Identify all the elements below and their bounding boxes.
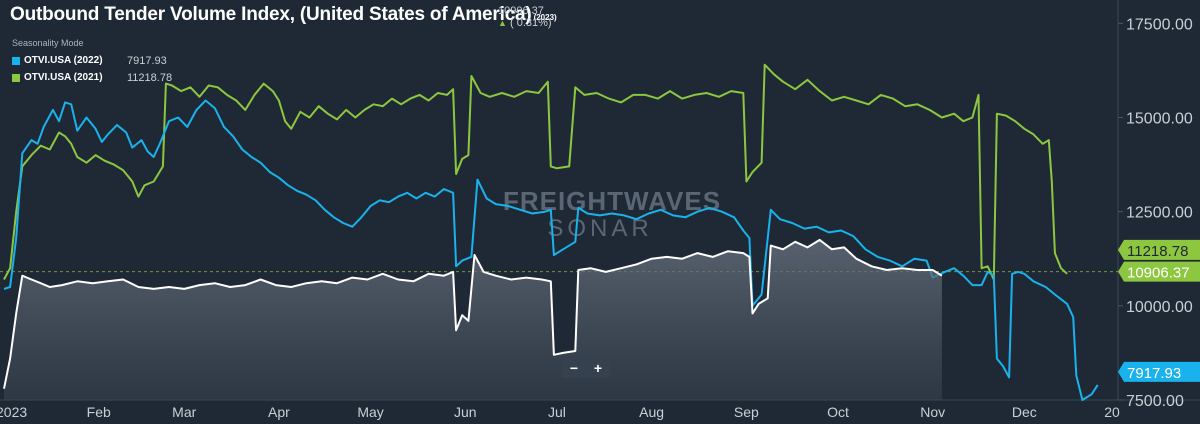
x-tick-label: Nov: [920, 404, 945, 420]
title-year-superscript: (2023): [533, 13, 557, 22]
series-2023-line: [3, 238, 943, 389]
y-tick-label: 15000.00: [1126, 110, 1193, 127]
change-indicator: ▲ ( 0.31%): [498, 17, 552, 29]
tag-2021-bg: [1118, 239, 1200, 260]
legend-series-value: 11218.78: [127, 71, 173, 84]
x-tick-label: Sep: [734, 404, 759, 420]
x-tick-label: Mar: [172, 404, 196, 420]
tag-2022-text: 7917.93: [1127, 365, 1181, 382]
legend-item-2022[interactable]: OTVI.USA (2022) 7917.93: [12, 52, 172, 69]
y-tick-label: 17500.00: [1126, 16, 1193, 33]
x-tick-label: Dec: [1012, 404, 1037, 420]
tag-2021: 11218.78: [1118, 239, 1200, 260]
watermark-product: SONAR: [547, 215, 652, 242]
x-tick-label: Oct: [827, 404, 849, 420]
series-2021-line: [3, 63, 1068, 281]
watermark-brand: FREIGHTWAVES: [503, 186, 721, 216]
series-2022-line: [3, 99, 1099, 401]
legend: OTVI.USA (2022) 7917.93 OTVI.USA (2021) …: [12, 52, 172, 86]
x-tick-label: 20: [1104, 404, 1120, 420]
legend-series-value: 7917.93: [127, 54, 167, 67]
zoom-control: − +: [562, 359, 610, 378]
current-value: 10906.37: [498, 5, 544, 17]
up-arrow-icon: ▲: [498, 18, 507, 28]
zoom-in-button[interactable]: +: [593, 360, 603, 376]
seasonality-mode-label: Seasonality Mode: [12, 38, 84, 48]
y-tick-label: 7500.00: [1126, 393, 1184, 410]
change-percent: ( 0.31%): [509, 17, 552, 29]
x-tick-label: Jun: [454, 404, 477, 420]
header-value-block: 10906.37 ▲ ( 0.31%): [498, 5, 552, 29]
series-2021-swatch: [12, 73, 20, 82]
x-tick-label: May: [357, 404, 383, 420]
y-tick-label: 10000.00: [1126, 299, 1193, 316]
zoom-out-button[interactable]: −: [569, 360, 579, 376]
tag-2023-text: 10906.37: [1127, 265, 1190, 282]
chart-header: Outbound Tender Volume Index, (United St…: [10, 4, 557, 26]
x-tick-label: Feb: [87, 404, 111, 420]
x-tick-label: Aug: [639, 404, 664, 420]
legend-series-name: OTVI.USA (2021): [24, 72, 103, 83]
x-tick-label: Apr: [268, 404, 290, 420]
series-2022-swatch: [12, 56, 20, 65]
tag-2022: 7917.93: [1118, 361, 1200, 382]
legend-item-2021[interactable]: OTVI.USA (2021) 11218.78: [12, 69, 172, 86]
x-tick-label: Jul: [548, 404, 566, 420]
chart-title: Outbound Tender Volume Index, (United St…: [10, 4, 532, 25]
x-tick-label: 2023: [0, 404, 27, 420]
tag-2023: 10906.37: [1118, 261, 1200, 282]
tag-2023-bg: [1118, 261, 1200, 282]
tag-2022-bg: [1118, 361, 1200, 382]
y-tick-label: 12500.00: [1126, 205, 1193, 222]
legend-series-name: OTVI.USA (2022): [24, 55, 103, 66]
tag-2021-text: 11218.78: [1127, 243, 1188, 260]
series-2023-area: [4, 239, 942, 400]
